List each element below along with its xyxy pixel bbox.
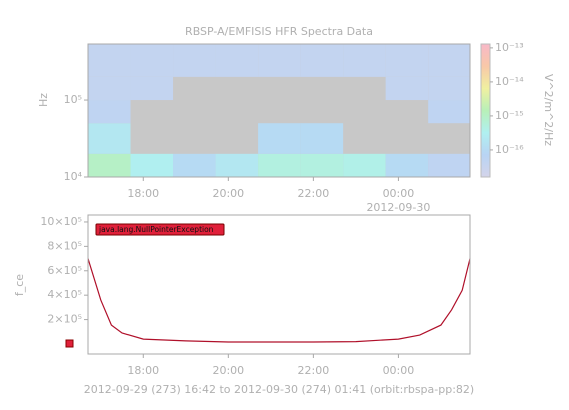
x-tick-label: 18:00 — [127, 364, 159, 377]
heatmap-cell — [385, 153, 429, 177]
error-icon — [65, 339, 74, 348]
heatmap-cell — [258, 44, 301, 77]
chart-title: RBSP-A/EMFISIS HFR Spectra Data — [185, 25, 373, 38]
y-axis-label: f_ce — [13, 274, 26, 296]
heatmap-cell — [215, 153, 259, 177]
x-tick-label: 00:00 — [383, 364, 415, 377]
colorbar-tick-label: 10⁻¹⁶ — [495, 143, 524, 156]
error-message: java.lang.NullPointerException — [98, 225, 214, 234]
colorbar — [480, 43, 491, 178]
heatmap-cell — [88, 76, 131, 101]
x-tick-label: 22:00 — [298, 187, 330, 200]
x-date-label: 2012-09-30 — [366, 201, 430, 214]
heatmap-cell — [130, 76, 174, 101]
data-line — [87, 258, 471, 343]
heatmap-cell — [343, 44, 386, 77]
x-tick-label: 22:00 — [298, 364, 330, 377]
heatmap-cell — [88, 153, 131, 177]
plot-frame — [87, 214, 471, 355]
heatmap-cell — [428, 44, 470, 77]
heatmap-cell — [130, 44, 174, 77]
x-tick-label: 20:00 — [212, 364, 244, 377]
heatmap-cell — [428, 76, 470, 101]
y-tick-label: 10⁴ — [64, 170, 83, 183]
y-tick-label: 10×10⁵ — [40, 215, 82, 228]
heatmap-cell — [428, 153, 470, 177]
y-axis-label: Hz — [37, 93, 50, 107]
plot-frame — [87, 43, 471, 178]
heatmap-cell — [88, 44, 131, 77]
colorbar-tick-label: 10⁻¹⁴ — [495, 75, 524, 88]
heatmap-cell — [428, 100, 470, 124]
x-tick-label: 18:00 — [127, 187, 159, 200]
heatmap-cell — [343, 153, 386, 177]
y-tick-label: 10⁵ — [64, 93, 82, 106]
heatmap-cell — [300, 153, 344, 177]
colorbar-tick-label: 10⁻¹⁵ — [495, 109, 524, 122]
y-tick-label: 2×10⁵ — [47, 313, 82, 326]
heatmap-cell — [385, 44, 429, 77]
heatmap-cell — [215, 44, 259, 77]
y-tick-label: 4×10⁵ — [47, 288, 82, 301]
heatmap-cell — [300, 123, 344, 154]
heatmap-cell — [258, 153, 301, 177]
heatmap-cell — [173, 153, 216, 177]
heatmap-cell — [173, 44, 216, 77]
y-tick-label: 8×10⁵ — [47, 239, 82, 252]
x-axis-label: 2012-09-29 (273) 16:42 to 2012-09-30 (27… — [84, 383, 474, 396]
y-tick-label: 6×10⁵ — [47, 264, 82, 277]
heatmap-cell — [385, 76, 429, 101]
heatmap-cell — [88, 100, 131, 124]
heatmap-cell — [130, 153, 174, 177]
x-tick-label: 20:00 — [212, 187, 244, 200]
x-tick-label: 00:00 — [383, 187, 415, 200]
heatmap-cell — [258, 123, 301, 154]
colorbar-label: V^2/m^2/Hz — [542, 74, 555, 146]
heatmap-cell — [88, 123, 131, 154]
error-box — [95, 223, 225, 236]
heatmap-cell — [300, 44, 344, 77]
colorbar-tick-label: 10⁻¹³ — [495, 41, 524, 54]
